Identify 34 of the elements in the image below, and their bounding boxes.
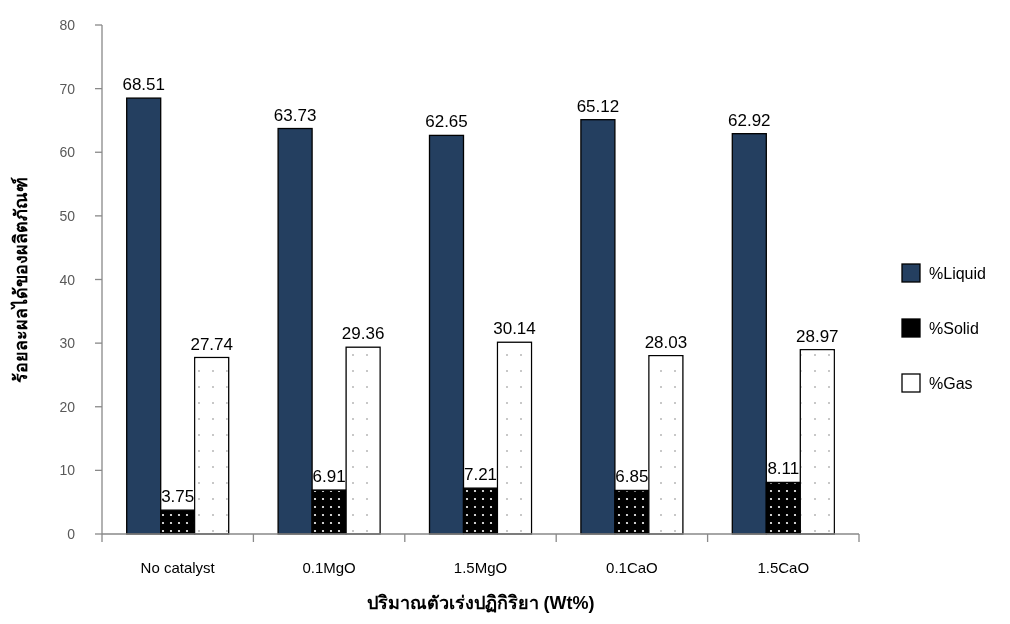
- data-label: 62.65: [425, 112, 468, 132]
- y-tick-label: 0: [67, 526, 76, 542]
- data-label: 62.92: [728, 110, 771, 130]
- data-label: 28.03: [644, 332, 688, 352]
- data-label: 68.51: [122, 75, 165, 95]
- y-axis-title: ร้อยละผลได้ของผลิตภัณฑ์: [10, 176, 31, 383]
- data-label: 65.12: [576, 96, 620, 116]
- data-label: 29.36: [341, 324, 385, 344]
- y-tick-label: 40: [59, 271, 76, 288]
- legend-label: %Solid: [929, 320, 979, 337]
- x-tick-label: 0.1CaO: [606, 559, 658, 576]
- x-axis-title: ปริมาณตัวเร่งปฏิกิริยา (Wt%): [366, 593, 595, 613]
- data-label: 7.21: [463, 465, 498, 485]
- data-label: 8.11: [767, 459, 800, 479]
- data-label: 27.74: [190, 334, 233, 354]
- y-tick-label: 20: [59, 398, 76, 415]
- y-tick-label: 70: [59, 80, 76, 97]
- y-tick-label: 60: [59, 144, 76, 161]
- y-tick-label: 10: [59, 462, 76, 479]
- legend-label: %Liquid: [929, 265, 986, 282]
- data-label: 6.91: [312, 467, 346, 487]
- data-label: 6.85: [615, 467, 649, 487]
- y-tick-label: 30: [59, 335, 76, 352]
- legend-label: %Gas: [929, 375, 973, 392]
- data-label: 28.97: [796, 326, 839, 346]
- x-tick-label: 0.1MgO: [302, 559, 356, 576]
- y-tick-label: 80: [59, 17, 76, 33]
- y-tick-label: 50: [59, 207, 76, 224]
- x-tick-label: 1.5CaO: [757, 559, 810, 576]
- x-tick-label: No catalyst: [140, 559, 216, 576]
- data-label: 63.73: [273, 105, 317, 125]
- x-tick-label: 1.5MgO: [453, 559, 508, 576]
- data-label: 3.75: [161, 487, 195, 507]
- data-label: 30.14: [493, 319, 536, 339]
